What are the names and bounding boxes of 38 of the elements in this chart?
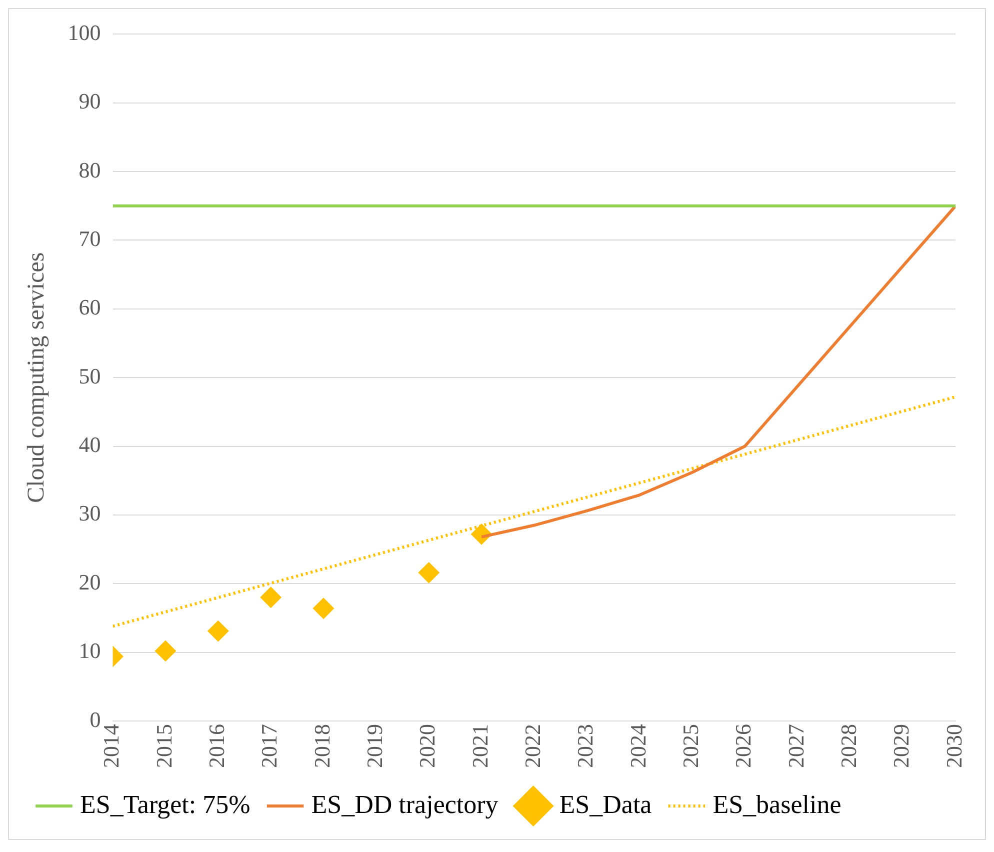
x-tick-label: 2026	[730, 724, 756, 768]
x-tick-label: 2019	[362, 724, 387, 768]
legend-label: ES_baseline	[712, 790, 842, 819]
legend-label: ES_DD trajectory	[311, 790, 498, 819]
point	[208, 620, 229, 642]
y-tick-label: 40	[78, 432, 101, 458]
y-tick-label: 30	[78, 500, 101, 526]
point	[260, 586, 282, 608]
point	[418, 562, 440, 584]
x-tick-label: 2030	[941, 724, 966, 768]
point	[313, 598, 334, 619]
y-tick-label: 90	[78, 88, 101, 114]
y-tick-label: 20	[78, 569, 101, 594]
x-tick-label: 2017	[256, 724, 282, 768]
x-tick-label: 2029	[888, 724, 914, 768]
y-tick-label: 50	[78, 363, 101, 388]
legend-label: ES_Data	[559, 790, 652, 819]
x-tick-label: 2018	[309, 724, 334, 768]
y-tick-label: 60	[78, 294, 101, 320]
y-axis-title: Cloud computing services	[24, 252, 50, 503]
point	[154, 640, 176, 662]
x-tick-label: 2023	[572, 724, 598, 768]
x-tick-label: 2021	[467, 724, 492, 768]
y-tick-label: 70	[78, 226, 101, 252]
legend-label: ES_Target: 75%	[80, 790, 250, 819]
x-tick-label: 2027	[783, 724, 808, 768]
x-tick-label: 2016	[204, 724, 229, 768]
y-tick-label: 0	[90, 706, 101, 732]
x-tick-label: 2014	[98, 724, 124, 768]
x-tick-label: 2020	[414, 724, 440, 768]
x-tick-label: 2028	[836, 724, 862, 768]
y-tick-label: 80	[78, 157, 101, 182]
y-tick-label: 10	[78, 638, 101, 664]
y-tick-label: 100	[68, 20, 101, 45]
x-tick-label: 2024	[625, 724, 650, 768]
x-tick-label: 2015	[151, 724, 176, 768]
x-tick-label: 2022	[520, 724, 545, 768]
x-tick-label: 2025	[678, 724, 704, 768]
